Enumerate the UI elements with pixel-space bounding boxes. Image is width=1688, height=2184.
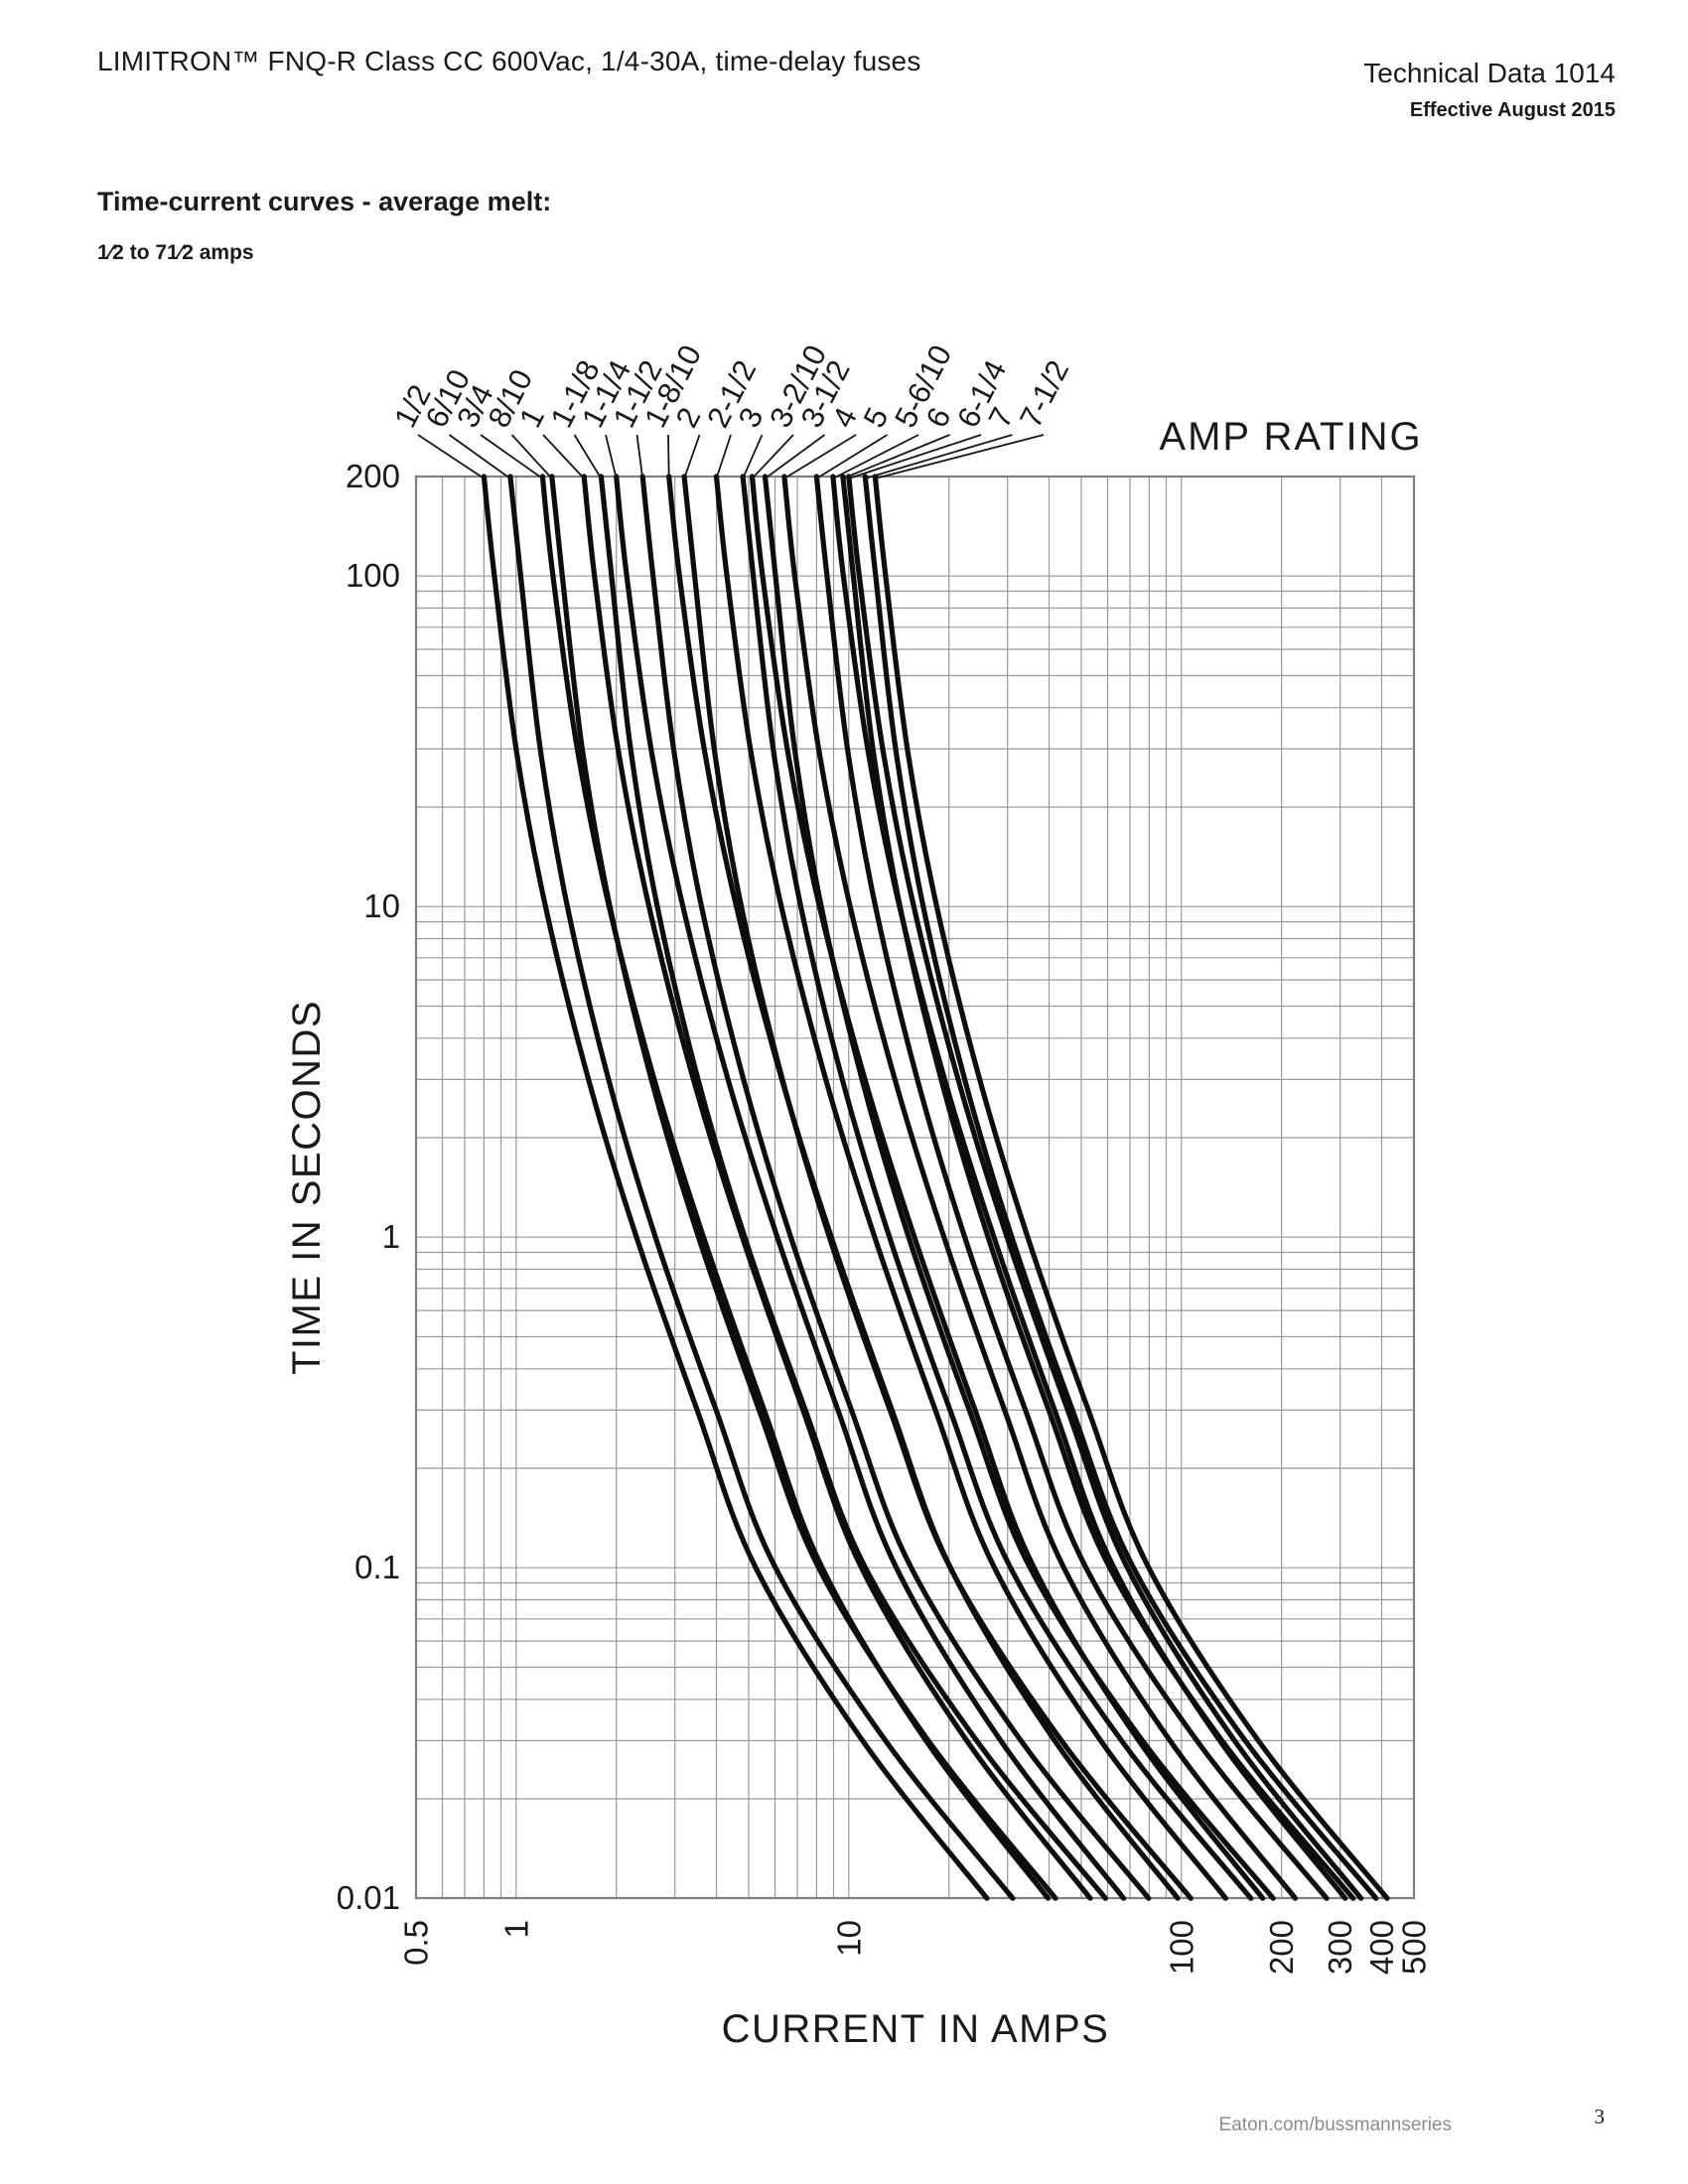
leader-line-3/4 [480,434,543,479]
leader-line-7 [865,434,1013,479]
leader-line-5-6/10 [832,434,919,479]
curve-5-6/10 [830,474,1348,1901]
curve-1/2 [481,474,990,1901]
leader-line-1-1/4 [605,434,618,479]
x-axis-title: CURRENT IN AMPS [722,2007,1110,2051]
leader-line-1 [542,434,585,479]
section-subtitle: 1⁄2 to 71⁄2 amps [97,241,254,264]
curve-3-1/2 [762,474,1276,1901]
doc-reference: Technical Data 1014 [1363,58,1616,88]
section-title: Time-current curves - average melt: [97,187,552,216]
x-tick-label-500: 500 [1396,1920,1433,1975]
leader-line-3-2/10 [751,434,794,479]
y-tick-label-0.01: 0.01 [337,1879,400,1916]
product-title: LIMITRON™ FNQ-R Class CC 600Vac, 1/4-30A… [97,46,921,76]
leader-line-2 [683,434,701,479]
footer-page-number: 3 [1594,2105,1606,2128]
fuse-curves [481,474,1390,1901]
leader-line-7-1/2 [875,434,1045,479]
curve-2 [681,474,1194,1901]
y-axis-title: TIME IN SECONDS [285,1000,329,1375]
curve-3 [740,474,1254,1901]
curve-6/10 [507,474,1016,1901]
curve-5 [813,474,1330,1901]
leader-line-6 [842,434,950,479]
curve-1-1/8 [598,474,1108,1901]
leader-line-6/10 [448,434,511,479]
label-leader-lines [417,434,1045,479]
curve-7-1/2 [872,474,1390,1901]
curve-6-1/4 [846,474,1364,1901]
leader-line-3-1/2 [764,434,826,479]
x-tick-label-0.5: 0.5 [398,1920,435,1966]
x-tick-label-10: 10 [830,1920,867,1957]
curve-label-7-1/2: 7-1/2 [1013,354,1075,433]
curve-1-1/2 [639,474,1152,1901]
leader-line-2-1/2 [715,434,732,479]
curve-1-1/4 [614,474,1127,1901]
y-tick-label-0.1: 0.1 [354,1549,400,1585]
y-tick-label-100: 100 [346,557,400,594]
curve-7 [862,474,1379,1901]
curve-4 [781,474,1299,1901]
x-tick-label-300: 300 [1322,1920,1358,1975]
leader-line-3 [742,434,764,479]
leader-line-6-1/4 [848,434,982,479]
curve-8/10 [549,474,1058,1901]
leader-line-1-1/2 [635,434,644,479]
leader-line-4 [783,434,857,479]
x-tick-label-400: 400 [1363,1920,1400,1975]
leader-line-1/2 [417,434,485,479]
plot-frame [414,475,1416,1900]
effective-date: Effective August 2015 [1409,99,1616,121]
leader-line-5 [815,434,888,479]
leader-line-8/10 [510,434,553,479]
x-tick-label-100: 100 [1163,1920,1199,1975]
x-tick-label-1: 1 [497,1920,534,1938]
curve-labels: 1/26/103/48/1011-1/81-1/41-1/21-8/1022-1… [387,340,1075,433]
y-tick-label-1: 1 [382,1218,400,1255]
grid [416,477,1414,1898]
leader-line-1-8/10 [667,434,670,479]
curve-1 [581,474,1093,1901]
x-tick-label-200: 200 [1263,1920,1300,1975]
leader-line-1-1/8 [573,434,603,479]
y-tick-label-10: 10 [363,887,400,924]
y-tick-label-200: 200 [346,458,400,494]
curve-6 [840,474,1356,1901]
amp-rating-heading: AMP RATING [1159,415,1422,459]
curve-2-1/2 [713,474,1228,1901]
footer-website: Eaton.com/bussmannseries [1218,2115,1452,2135]
